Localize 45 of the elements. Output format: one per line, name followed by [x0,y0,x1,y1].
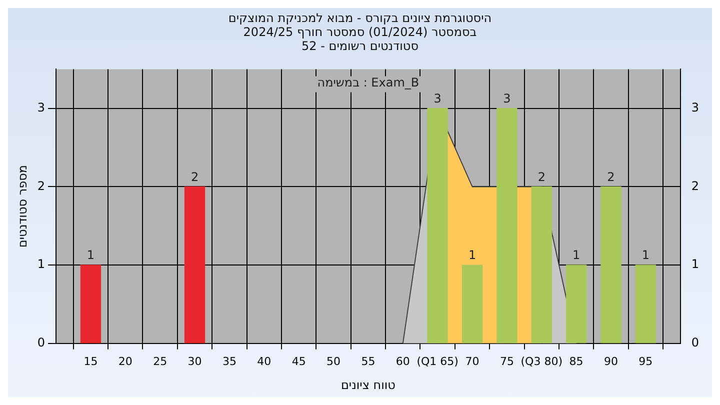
y-tick-label: 0 [37,336,46,350]
x-tick-label: 15 [84,354,98,368]
x-tick-label: 70 [465,354,480,368]
data-label: 2 [190,170,199,184]
x-tick-label: 35 [222,354,236,368]
data-label: 1 [642,248,650,262]
y2-tick-label: 3 [691,100,700,114]
y2-tick-label: 2 [691,178,700,193]
x-tick-label: 95 [638,354,653,368]
bar [80,264,102,344]
bar [462,264,483,344]
x-tick-label: 50 [326,354,341,368]
data-label: 1 [86,248,95,262]
x-tick-label: 90 [604,354,618,368]
data-label: 1 [468,248,476,262]
x-tick-label: 85 [569,354,584,368]
annotation: במשימה : Exam_B [317,75,420,90]
x-tick-label: (Q3 80) [520,354,562,368]
x-tick-label: 30 [188,354,202,368]
x-tick-label: 60 [396,354,410,368]
x-tick-label: 40 [257,354,272,368]
x-tick-label: 20 [118,354,132,368]
y-tick-label: 2 [37,178,46,193]
x-tick-label: 25 [153,354,168,368]
chart-title: היסטוגרמת ציונים בקורס - מבוא למכניקת המוצקים [227,11,493,25]
data-label: 3 [434,91,442,106]
data-label: 1 [572,248,580,262]
bar [635,264,656,344]
data-label: 2 [538,170,546,184]
y2-tick-label: 0 [691,336,700,350]
x-tick-label: 45 [292,354,306,368]
data-label: 2 [607,170,615,184]
bar [184,186,206,344]
y-tick-label: 3 [37,100,46,114]
chart-subtitle: בסמסטר (01/2024) סמסטר חורף 2024/25 סטודנטים רשומים - 52 [242,25,478,53]
bar [600,186,622,344]
y2-tick-label: 1 [691,257,700,272]
y-tick-label: 1 [37,257,46,272]
x-axis-title: טווח ציונים [340,378,396,392]
x-tick-label: 55 [361,354,376,368]
data-label: 3 [503,91,511,106]
x-tick-label: (Q1 65) [416,354,458,368]
bar [496,108,518,344]
y-axis-title: מספר סטודנטים [15,164,30,248]
x-tick-label: 75 [500,354,514,368]
